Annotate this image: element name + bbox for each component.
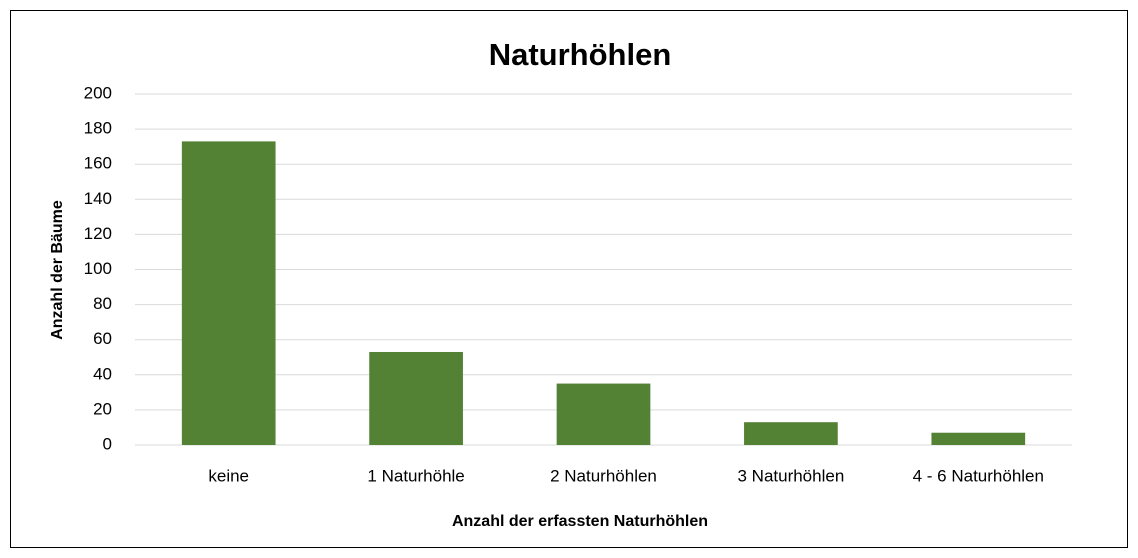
y-tick-label: 180 xyxy=(84,119,112,138)
y-tick-label: 200 xyxy=(84,83,112,102)
x-tick-label: 4 - 6 Naturhöhlen xyxy=(913,466,1044,485)
y-tick-label: 40 xyxy=(93,364,112,383)
bar xyxy=(744,422,838,445)
y-tick-label: 120 xyxy=(84,224,112,243)
y-axis-label: Anzahl der Bäume xyxy=(49,200,66,340)
chart-title: Naturhöhlen xyxy=(489,37,672,72)
y-tick-label: 160 xyxy=(84,154,112,173)
x-tick-label: 2 Naturhöhlen xyxy=(550,466,657,485)
y-tick-label: 80 xyxy=(93,294,112,313)
x-tick-label: keine xyxy=(208,466,249,485)
x-tick-label: 3 Naturhöhlen xyxy=(737,466,844,485)
bar xyxy=(369,351,463,445)
bar xyxy=(931,432,1026,445)
y-tick-label: 100 xyxy=(84,259,112,278)
x-tick-label: 1 Naturhöhle xyxy=(367,466,464,485)
y-tick-label: 60 xyxy=(93,329,112,348)
bar xyxy=(181,141,276,445)
bar xyxy=(556,383,651,445)
x-axis-label: Anzahl der erfassten Naturhöhlen xyxy=(452,513,708,530)
y-tick-label: 140 xyxy=(84,189,112,208)
y-tick-label: 0 xyxy=(103,434,112,453)
y-tick-label: 20 xyxy=(93,399,112,418)
